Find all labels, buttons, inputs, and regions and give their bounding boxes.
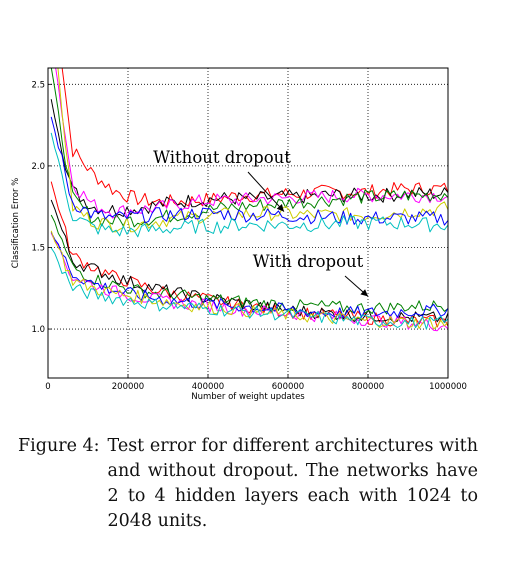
chart: 0 200000 400000 600000 800000 1000000 1.0 1.5 2.… xyxy=(11,67,467,402)
x-tick-label: 0 xyxy=(45,382,50,392)
axis-ticks: 0 200000 400000 600000 800000 1000000 1.0 1.5 2.… xyxy=(31,80,466,392)
without-dropout-series-line xyxy=(50,116,448,226)
annotation-arrow xyxy=(247,171,285,212)
plot-frame xyxy=(47,67,449,379)
without-dropout-series-line xyxy=(50,68,448,228)
series-lines xyxy=(50,68,448,332)
with-dropout-series-line xyxy=(50,230,448,330)
y-tick-label: 1.5 xyxy=(31,243,45,253)
with-dropout-series-line xyxy=(50,181,448,328)
y-tick-label: 1.0 xyxy=(31,325,45,335)
x-tick-label: 200000 xyxy=(112,382,144,392)
annotation-label: With dropout xyxy=(253,252,364,271)
caption-text: Test error for different architectures w… xyxy=(107,436,478,531)
annotation-label: Without dropout xyxy=(153,148,291,167)
with-dropout-series-line xyxy=(50,214,448,315)
plot-background xyxy=(48,68,448,378)
caption-label: Figure 4: xyxy=(18,436,100,456)
annotation-arrowhead xyxy=(276,204,284,212)
without-dropout-series-line xyxy=(57,68,448,233)
with-dropout-series-line xyxy=(50,231,448,319)
without-dropout-series-line xyxy=(50,132,448,238)
x-tick-label: 1000000 xyxy=(429,382,467,392)
y-axis-label: Classification Error % xyxy=(11,178,21,268)
x-tick-label: 800000 xyxy=(352,382,384,392)
without-dropout-series-line xyxy=(61,68,448,208)
with-dropout-series-line xyxy=(50,247,448,330)
grid xyxy=(48,68,448,378)
x-axis-label: Number of weight updates xyxy=(191,392,305,402)
with-dropout-series-line xyxy=(50,199,448,324)
annotations: Without dropout With dropout xyxy=(153,148,369,297)
x-tick-label: 600000 xyxy=(272,382,304,392)
figure-caption: Figure 4: Test error for different archi… xyxy=(18,434,478,534)
x-tick-label: 400000 xyxy=(192,382,224,392)
y-tick-label: 2.0 xyxy=(31,162,45,172)
y-tick-label: 2.5 xyxy=(31,80,45,90)
annotation-arrowhead xyxy=(360,289,368,297)
